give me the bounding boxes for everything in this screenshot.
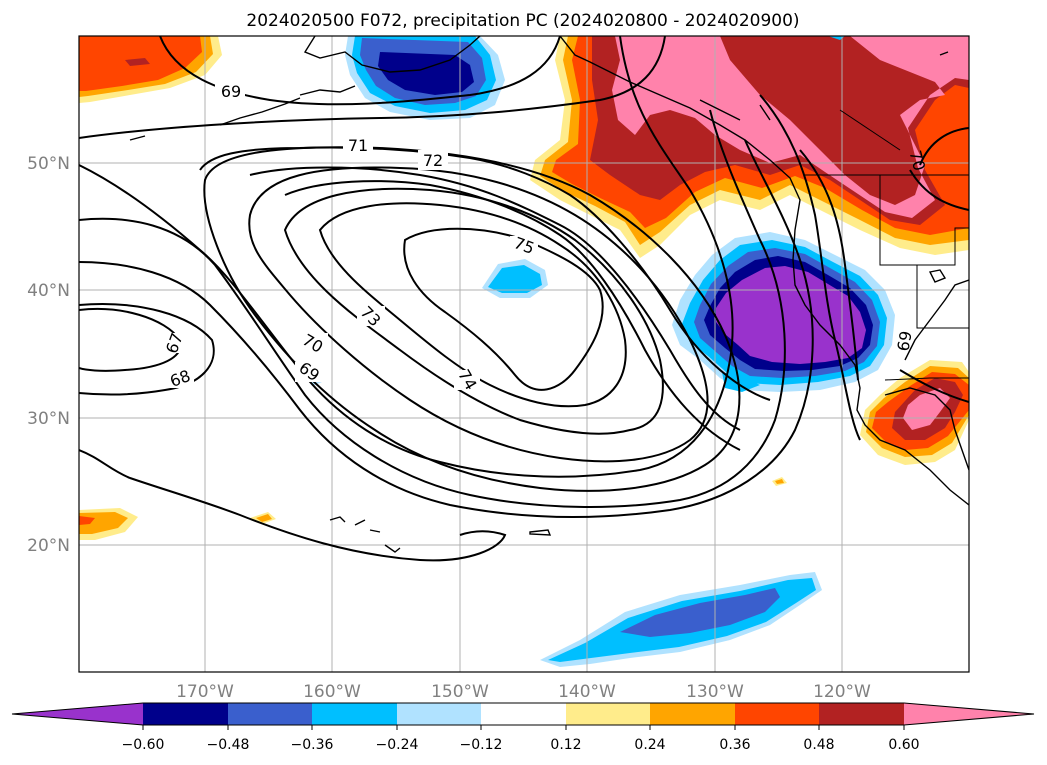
contour-68-northeast <box>759 94 861 441</box>
contour-inner-74 <box>318 202 627 408</box>
lat-label-20n: 20°N <box>27 536 70 556</box>
precip-negative-california <box>672 232 895 392</box>
colorbar-tick-label: 0.48 <box>803 737 834 753</box>
precip-negative-small-patches <box>302 259 548 386</box>
lon-label-130w: 130°W <box>686 682 744 702</box>
colorbar-swatch-6 <box>566 703 650 725</box>
precip-negative-subtropical <box>540 572 822 667</box>
map-frame <box>78 35 970 673</box>
contour-outer-south <box>79 449 507 562</box>
contour-label-70-east: 70 <box>906 148 930 173</box>
contour-71 <box>79 36 666 139</box>
contour-73-inner <box>283 187 664 435</box>
contour-label-72: 72 <box>423 151 443 170</box>
map-title: 2024020500 F072, precipitation PC (20240… <box>246 11 799 31</box>
lat-label-30n: 30°N <box>27 409 70 429</box>
colorbar-swatch-7 <box>650 703 735 725</box>
contour-label-group: 69 71 72 75 73 70 69 67 68 74 69 70 <box>162 80 929 393</box>
colorbar-swatch-3 <box>312 703 397 725</box>
contour-baja <box>899 369 969 403</box>
lon-label-140w: 140°W <box>558 682 616 702</box>
latitude-labels: 50°N 40°N 30°N 20°N <box>27 154 70 556</box>
colorbar-tick-label: 0.36 <box>719 737 750 753</box>
colorbar-tick-label: −0.60 <box>122 737 165 753</box>
contour-right-1 <box>799 149 859 381</box>
colorbar-swatch-2 <box>228 703 312 725</box>
colorbar-swatch-4 <box>397 703 481 725</box>
colorbar-tick-label: −0.24 <box>376 737 419 753</box>
contour-74 <box>284 180 741 451</box>
contour-right-2 <box>919 127 969 166</box>
contour-72-inner <box>248 166 709 463</box>
colorbar-tick-label: −0.48 <box>207 737 250 753</box>
colorbar-tick-label: −0.36 <box>291 737 334 753</box>
precip-positive-pacific-northwest <box>530 36 969 258</box>
colorbar-tick-label: 0.24 <box>634 737 665 753</box>
contour-label-69-east: 69 <box>893 329 915 352</box>
contour-70 <box>79 109 786 508</box>
lon-label-150w: 150°W <box>431 682 489 702</box>
colorbar: −0.60 −0.48 −0.36 −0.24 −0.12 0.12 0.24 … <box>11 702 1035 753</box>
colorbar-swatch-5 <box>481 703 566 725</box>
graticule <box>79 36 969 672</box>
contour-right-3 <box>909 169 969 211</box>
political-borders <box>805 109 969 381</box>
contour-68 <box>79 303 215 396</box>
contour-69-north <box>159 36 561 106</box>
lon-label-160w: 160°W <box>303 682 361 702</box>
longitude-labels: 170°W 160°W 150°W 140°W 130°W 120°W <box>176 682 871 702</box>
colorbar-swatch-1 <box>143 703 228 725</box>
colorbar-tick-label: −0.12 <box>460 737 503 753</box>
contour-69-south <box>79 139 814 518</box>
precip-positive-small-patches <box>79 477 787 540</box>
colorbar-swatch-8 <box>735 703 819 725</box>
colorbar-swatch-over <box>904 703 1034 725</box>
contour-67 <box>79 308 182 372</box>
coastlines <box>129 36 969 553</box>
lat-label-50n: 50°N <box>27 154 70 174</box>
precip-negative-alaska <box>345 36 845 120</box>
height-contours <box>79 36 969 562</box>
contour-label-71: 71 <box>348 136 368 155</box>
lon-label-120w: 120°W <box>813 682 871 702</box>
colorbar-tick-label: 0.60 <box>888 737 919 753</box>
contour-label-69-north: 69 <box>221 82 241 101</box>
map-area: 69 71 72 75 73 70 69 67 68 74 69 70 <box>79 36 969 672</box>
lon-label-170w: 170°W <box>176 682 234 702</box>
colorbar-tick-label: 0.12 <box>550 737 581 753</box>
lat-label-40n: 40°N <box>27 281 70 301</box>
colorbar-swatch-under <box>12 703 143 725</box>
colorbar-swatch-9 <box>819 703 904 725</box>
precip-positive-northwest-corner <box>79 36 222 103</box>
